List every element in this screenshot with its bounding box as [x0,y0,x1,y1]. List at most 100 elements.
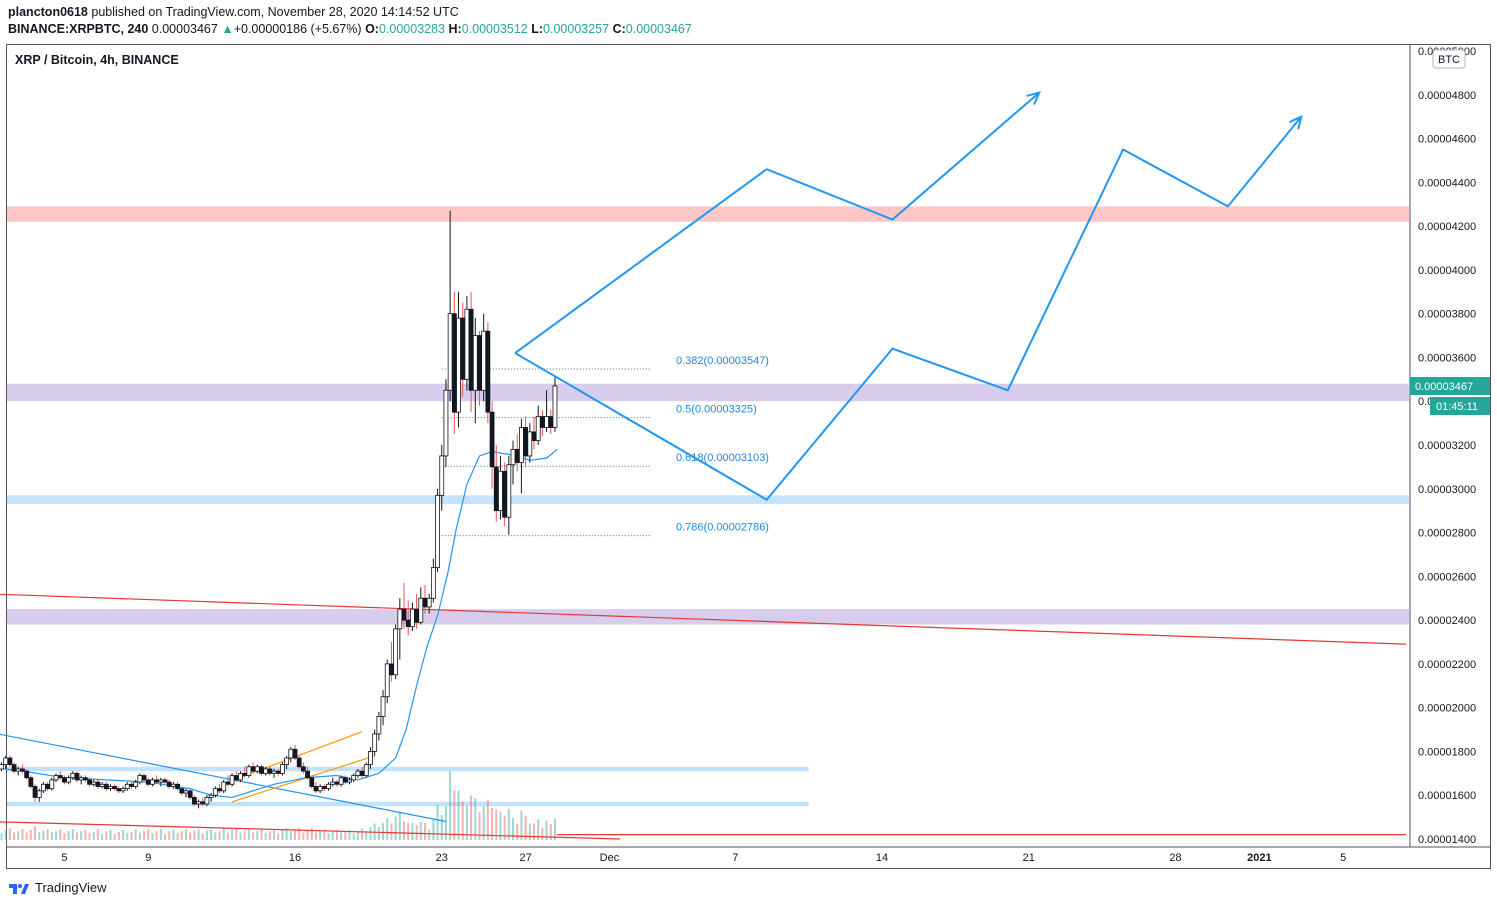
volume-bar [29,829,32,840]
volume-bar [84,829,87,840]
candle-body [36,790,42,798]
candle-body [175,783,181,790]
volume-bar [352,833,355,840]
volume-bar [4,829,7,840]
volume-bar [428,829,431,840]
candle-body [460,317,466,380]
candle-body [196,801,201,805]
candle-body [221,781,227,792]
volume-bar [327,833,330,840]
volume-bar [423,822,426,840]
candle-body [263,768,269,774]
volume-bar [545,820,548,840]
high-label: H: [448,22,462,36]
volume-bar [88,833,91,840]
fib-level-label: 0.5(0.00003325) [676,404,757,416]
pivot-zone-lower [7,609,1409,625]
fib-level-label: 0.786(0.00002786) [676,522,769,534]
volume-bar [71,829,74,840]
volume-bar [310,827,313,840]
candle-body [409,608,415,628]
volume-bar [528,823,531,840]
volume-bar [67,831,70,840]
candle-body [539,416,545,428]
volume-bar [289,831,292,840]
volume-bar [340,832,343,840]
candle-body [87,779,92,785]
candle-body [204,797,210,805]
volume-bar [214,832,217,840]
candle-body [435,494,440,568]
candle-body [20,768,25,772]
candle-body [380,696,386,717]
candle-body [78,777,84,781]
candle-body [389,663,394,676]
candle-body [296,757,302,768]
volume-bar [184,829,187,840]
price-tick-label: 0.00003600 [1418,352,1476,364]
candle-body [330,781,336,785]
candle-body [552,385,558,428]
close-value: 0.00003467 [625,22,692,36]
volume-bar [8,828,11,840]
volume-bar [277,833,280,840]
time-axis: 5 9 16 23 27 Dec 7 14 21 28 2021 5 [61,852,1346,864]
candle-body [489,411,495,468]
close-label: C: [612,22,626,36]
candle-body [523,427,529,457]
volume-bar [331,831,334,840]
volume-bar [486,799,489,840]
volume-bar [461,801,464,840]
trendlines-layer [0,593,1407,840]
candle-body [506,464,512,518]
candle-body [150,779,155,785]
candle-body [288,748,294,759]
volume-bar [398,812,401,840]
projection-path-2 [514,116,1303,502]
price-tick-label: 0.00004800 [1418,90,1476,102]
candle-body [183,790,189,794]
candle-body [502,470,508,518]
candle-body [342,777,348,783]
volume-bar [512,818,515,840]
time-tick-label: 16 [289,852,301,864]
open-value: 0.00003283 [378,22,446,36]
volume-bar [449,771,452,840]
candle-body [514,448,520,463]
time-tick-label: 5 [1340,852,1346,864]
candle-body [275,770,281,774]
volume-bar [172,829,175,840]
time-tick-label: 28 [1169,852,1181,864]
volume-bar [491,808,494,840]
candle-body [430,567,436,599]
candle-body [74,772,80,781]
channel-lower [231,755,375,803]
volume-bar [285,827,288,840]
candle-body [359,770,365,776]
volume-bar [25,832,28,840]
price-tick-label: 0.00004200 [1418,221,1476,233]
candle-body [171,783,176,787]
volume-bar [394,816,397,840]
volume-bar [42,830,45,840]
chart-frame [6,44,1491,869]
volume-bar [323,829,326,840]
currency-badge[interactable]: BTC [1432,49,1466,69]
volume-bar [407,822,410,840]
countdown-label: 01:45:11 [1436,401,1478,413]
volume-bar [411,822,414,840]
candle-body [355,770,361,776]
candle-body [468,308,474,391]
time-tick-label: 23 [436,852,448,864]
candle-body [519,427,524,463]
candle-body [7,757,13,765]
volume-bar [105,831,108,840]
candle-body [28,777,34,787]
volume-bar [403,821,406,840]
candle-body [11,764,17,772]
candle-body [510,448,516,466]
author-name[interactable]: plancton0618 [8,5,88,19]
footer[interactable]: TradingView [8,880,107,895]
price-tick-label: 0.00004400 [1418,177,1476,189]
